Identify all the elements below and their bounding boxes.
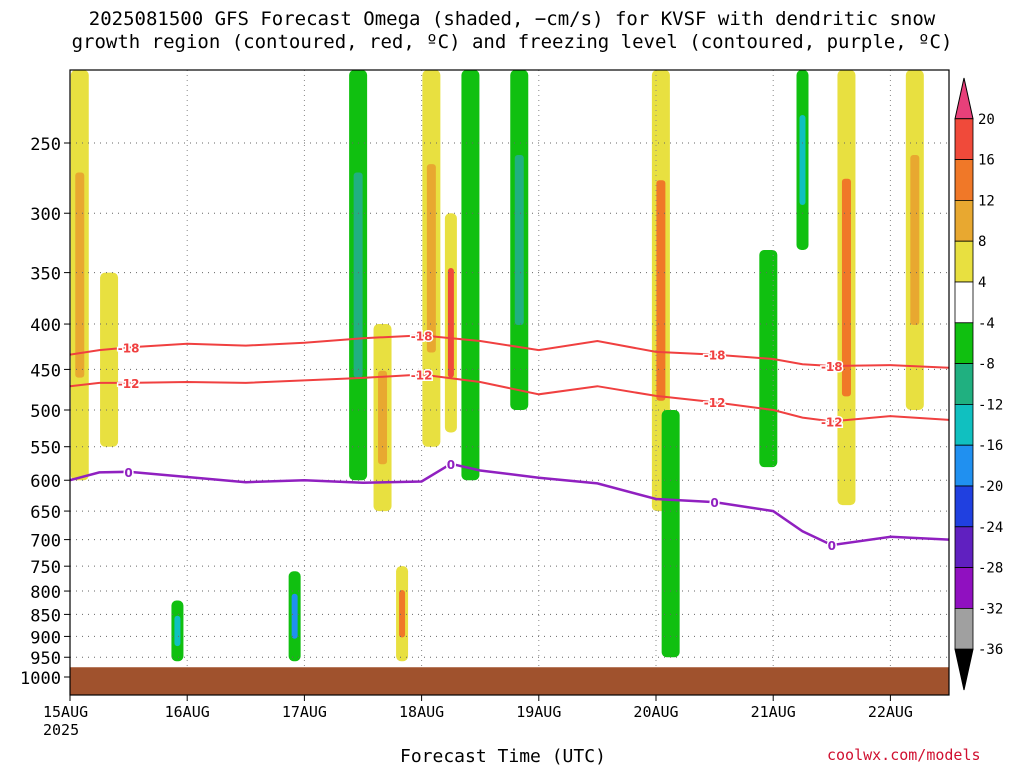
colorbar-label-10: -24 [978, 520, 1003, 536]
colorbar-label-1: 16 [978, 153, 995, 169]
omega-feature-core-15 [841, 178, 851, 397]
omega-feature-core-16 [910, 155, 920, 325]
y-tick-label-950: 950 [30, 649, 61, 669]
colorbar-label-4: 4 [978, 275, 986, 291]
colorbar-label-2: 12 [978, 193, 995, 209]
colorbar-label-3: 8 [978, 234, 986, 250]
x-tick-label-6: 21AUG [751, 703, 796, 721]
colorbar-box-12 [954, 567, 974, 609]
x-tick-label-0-year: 2025 [43, 721, 79, 739]
y-axis: 2503003504004505005506006507007508008509… [20, 135, 70, 689]
omega-feature-core-2 [174, 615, 181, 647]
colorbar-bottom-arrow [954, 648, 974, 691]
y-tick-label-550: 550 [30, 439, 61, 459]
omega-feature-1 [100, 272, 119, 447]
y-tick-label-600: 600 [30, 472, 61, 492]
y-tick-label-850: 850 [30, 606, 61, 626]
x-axis-label: Forecast Time (UTC) [400, 746, 606, 767]
x-tick-label-7: 22AUG [868, 703, 913, 721]
omega-feature-core-10 [514, 155, 524, 325]
dgz-contour-0-label-1: -18 [411, 329, 433, 343]
x-tick-label-5: 20AUG [633, 703, 678, 721]
omega-feature-core-7 [426, 164, 436, 353]
colorbar-label-0: 20 [978, 112, 995, 128]
colorbar-box-10 [954, 485, 974, 528]
y-tick-label-250: 250 [30, 135, 61, 155]
colorbar-box-11 [954, 526, 974, 568]
omega-feature-core-8 [447, 268, 454, 378]
colorbar-box-3 [954, 199, 974, 242]
colorbar-box-7 [954, 363, 974, 405]
y-tick-label-500: 500 [30, 402, 61, 422]
omega-feature-core-11 [656, 180, 666, 401]
dgz-contour-0-label-2: -18 [704, 349, 726, 363]
colorbar-box-13 [954, 608, 974, 650]
freezing-level-contour-label-2: 0 [710, 496, 718, 510]
freezing-level-contour-label-0: 0 [124, 466, 132, 480]
colorbar-box-5 [954, 281, 974, 324]
omega-feature-core-14 [799, 114, 806, 205]
y-tick-label-700: 700 [30, 532, 61, 552]
omega-feature-core-0 [75, 172, 85, 378]
freezing-level-contour-label-3: 0 [828, 539, 836, 553]
colorbar-label-8: -16 [978, 438, 1003, 454]
y-tick-label-900: 900 [30, 628, 61, 648]
dgz-contour-0-label-3: -18 [821, 360, 843, 374]
y-tick-label-350: 350 [30, 265, 61, 285]
dgz-contour-1-label-1: -12 [411, 369, 433, 383]
chart-title-line-1: 2025081500 GFS Forecast Omega (shaded, −… [88, 8, 936, 30]
y-tick-label-650: 650 [30, 503, 61, 523]
colorbar-label-7: -12 [978, 397, 1003, 413]
dgz-contour-0-label-0: -18 [118, 341, 140, 355]
y-tick-label-1000: 1000 [20, 669, 61, 689]
dgz-contour-1-label-0: -12 [118, 377, 140, 391]
omega-feature-core-12 [666, 471, 676, 596]
dgz-contour-0-line [70, 334, 949, 369]
chart-title-line-2: growth region (contoured, red, ºC) and f… [71, 31, 953, 53]
y-tick-label-300: 300 [30, 205, 61, 225]
freezing-level-contour-line [70, 462, 949, 547]
plot-frame [69, 69, 950, 696]
colorbar-box-6 [954, 322, 974, 364]
omega-feature-core-5 [378, 370, 388, 465]
y-tick-label-450: 450 [30, 361, 61, 381]
colorbar: 20 16 12 8 4 -4 -8 -12 -16 -20 -24 -28 -32 -36 [954, 77, 1003, 691]
y-tick-label-400: 400 [30, 316, 61, 336]
colorbar-box-1 [954, 118, 974, 161]
ground-layer [70, 667, 949, 695]
x-tick-label-4: 19AUG [516, 703, 561, 721]
dgz-contour-1-label-2: -12 [704, 396, 726, 410]
omega-feature-core-4 [353, 172, 363, 378]
colorbar-box-8 [954, 403, 974, 446]
colorbar-label-13: -36 [978, 642, 1003, 658]
x-tick-label-2: 17AUG [282, 703, 327, 721]
colorbar-label-9: -20 [978, 479, 1003, 495]
colorbar-top-arrow [954, 77, 974, 120]
x-tick-label-1: 16AUG [165, 703, 210, 721]
colorbar-box-9 [954, 444, 974, 487]
omega-feature-core-6 [399, 589, 406, 638]
colorbar-box-4 [954, 240, 974, 283]
freezing-level-contour-label-1: 0 [447, 458, 455, 472]
colorbar-label-11: -28 [978, 561, 1003, 577]
x-tick-label-0: 15AUG [43, 703, 88, 721]
colorbar-label-12: -32 [978, 601, 1003, 617]
contours: -18 -18 -18 -18 -12 -12 -12 -12 0 0 0 0 [70, 328, 949, 555]
colorbar-box-2 [954, 159, 974, 201]
colorbar-label-5: -4 [978, 316, 995, 332]
omega-feature-core-9 [465, 172, 475, 378]
dgz-contour-1-line [70, 373, 949, 423]
colorbar-label-6: -8 [978, 357, 995, 373]
omega-feature-core-3 [291, 593, 298, 639]
x-tick-label-3: 18AUG [399, 703, 444, 721]
y-tick-label-750: 750 [30, 558, 61, 578]
source-credit: coolwx.com/models [827, 746, 981, 764]
dgz-contour-1-label-3: -12 [821, 415, 843, 429]
y-tick-label-800: 800 [30, 583, 61, 603]
